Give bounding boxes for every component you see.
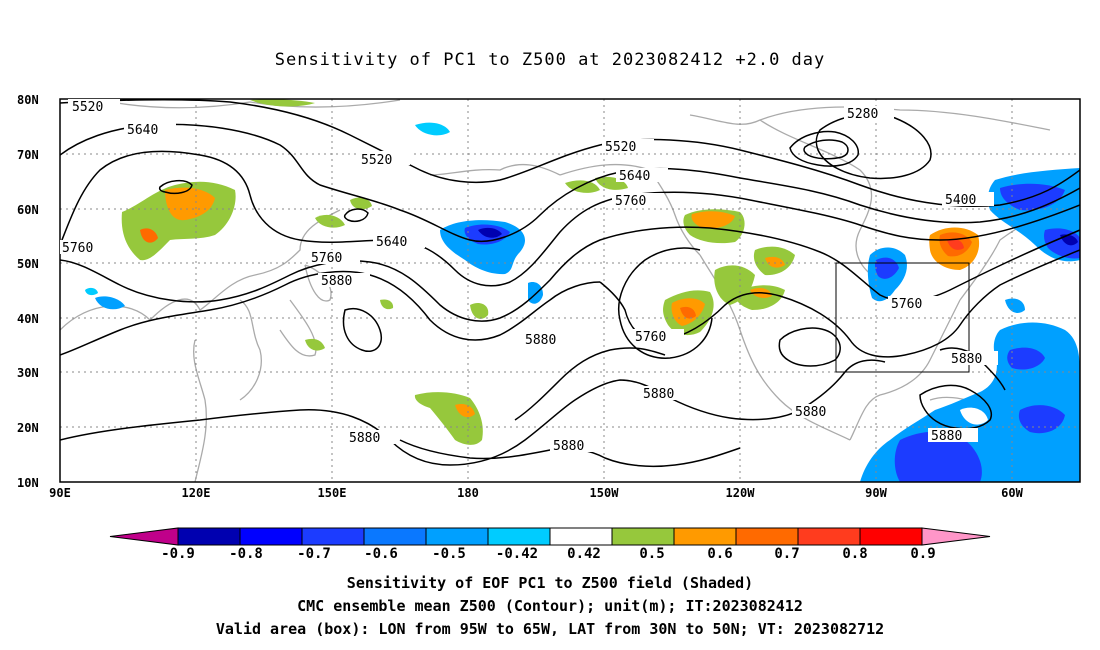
colorbar-label: -0.5 — [432, 546, 466, 562]
lon-label: 90W — [865, 486, 887, 500]
lon-label: 60W — [1001, 486, 1023, 500]
colorbar-cell — [921, 527, 991, 546]
colorbar-label: -0.9 — [161, 546, 195, 562]
lat-label: 30N — [17, 366, 39, 380]
lon-label: 150W — [590, 486, 620, 500]
contour-label: 5760 — [62, 241, 93, 256]
lat-label: 50N — [17, 257, 39, 271]
z500-contours — [60, 99, 1080, 468]
lat-label: 40N — [17, 312, 39, 326]
colorbar-cell — [239, 527, 303, 546]
lat-label: 20N — [17, 421, 39, 435]
caption-line-3: Valid area (box): LON from 95W to 65W, L… — [215, 620, 885, 638]
colorbar-cell — [109, 527, 179, 546]
latitude-labels: 80N 70N 60N 50N 40N 30N 20N 10N — [17, 93, 39, 490]
colorbar-cell — [797, 527, 861, 546]
contour-label: 5880 — [525, 333, 556, 348]
contour-label: 5880 — [951, 352, 982, 367]
colorbar-cell — [363, 527, 427, 546]
colorbar-label: 0.42 — [567, 546, 601, 562]
colorbar-label: -0.42 — [496, 546, 538, 562]
map-area — [60, 99, 1080, 482]
lat-label: 10N — [17, 476, 39, 490]
contour-label: 5640 — [376, 235, 407, 250]
map-frame — [59, 98, 1081, 483]
sensitivity-shading — [85, 99, 1080, 482]
lon-label: 120E — [182, 486, 211, 500]
colorbar-label: 0.6 — [707, 546, 732, 562]
contour-label: 5520 — [72, 100, 103, 115]
lat-label: 70N — [17, 148, 39, 162]
contour-label: 5880 — [643, 387, 674, 402]
lon-label: 120W — [726, 486, 756, 500]
colorbar-cell — [735, 527, 799, 546]
contour-label: 5880 — [321, 274, 352, 289]
map-title: Sensitivity of PC1 to Z500 at 2023082412… — [274, 50, 826, 70]
colorbar-labels: -0.9 -0.8 -0.7 -0.6 -0.5 -0.42 0.42 0.5 … — [161, 546, 936, 562]
colorbar-cell — [425, 527, 489, 546]
contour-label: 5640 — [127, 123, 158, 138]
colorbar-label: 0.8 — [842, 546, 867, 562]
contour-label: 5880 — [553, 439, 584, 454]
contour-label: 5880 — [795, 405, 826, 420]
lat-label: 80N — [17, 93, 39, 107]
lon-label: 150E — [318, 486, 347, 500]
colorbar-cell — [177, 527, 241, 546]
colorbar-label: -0.6 — [364, 546, 398, 562]
lat-label: 60N — [17, 203, 39, 217]
caption-line-2: CMC ensemble mean Z500 (Contour); unit(m… — [297, 597, 803, 615]
longitude-labels: 90E 120E 150E 180 150W 120W 90W 60W — [49, 486, 1023, 500]
colorbar-cell — [611, 527, 675, 546]
colorbar — [109, 527, 991, 546]
contour-labels: 5520 5640 5520 5760 5640 5760 5880 5520 … — [60, 99, 998, 454]
colorbar-label: 0.9 — [910, 546, 935, 562]
caption-line-1: Sensitivity of EOF PC1 to Z500 field (Sh… — [346, 574, 754, 592]
colorbar-label: 0.5 — [639, 546, 664, 562]
colorbar-cell — [549, 527, 613, 546]
contour-label: 5520 — [605, 140, 636, 155]
contour-label: 5640 — [619, 169, 650, 184]
colorbar-label: -0.8 — [229, 546, 263, 562]
colorbar-cell — [487, 527, 551, 546]
colorbar-cell — [301, 527, 365, 546]
contour-label: 5760 — [635, 330, 666, 345]
contour-label: 5520 — [361, 153, 392, 168]
contour-label: 5400 — [945, 193, 976, 208]
contour-label: 5280 — [847, 107, 878, 122]
lon-label: 180 — [457, 486, 479, 500]
colorbar-cell — [859, 527, 923, 546]
lon-label: 90E — [49, 486, 71, 500]
contour-label: 5880 — [349, 431, 380, 446]
colorbar-cell — [673, 527, 737, 546]
contour-label: 5760 — [311, 251, 342, 266]
contour-label: 5760 — [615, 194, 646, 209]
valid-area-box — [835, 262, 970, 373]
contour-label: 5760 — [891, 297, 922, 312]
colorbar-label: -0.7 — [297, 546, 331, 562]
contour-label: 5880 — [931, 429, 962, 444]
colorbar-label: 0.7 — [774, 546, 799, 562]
